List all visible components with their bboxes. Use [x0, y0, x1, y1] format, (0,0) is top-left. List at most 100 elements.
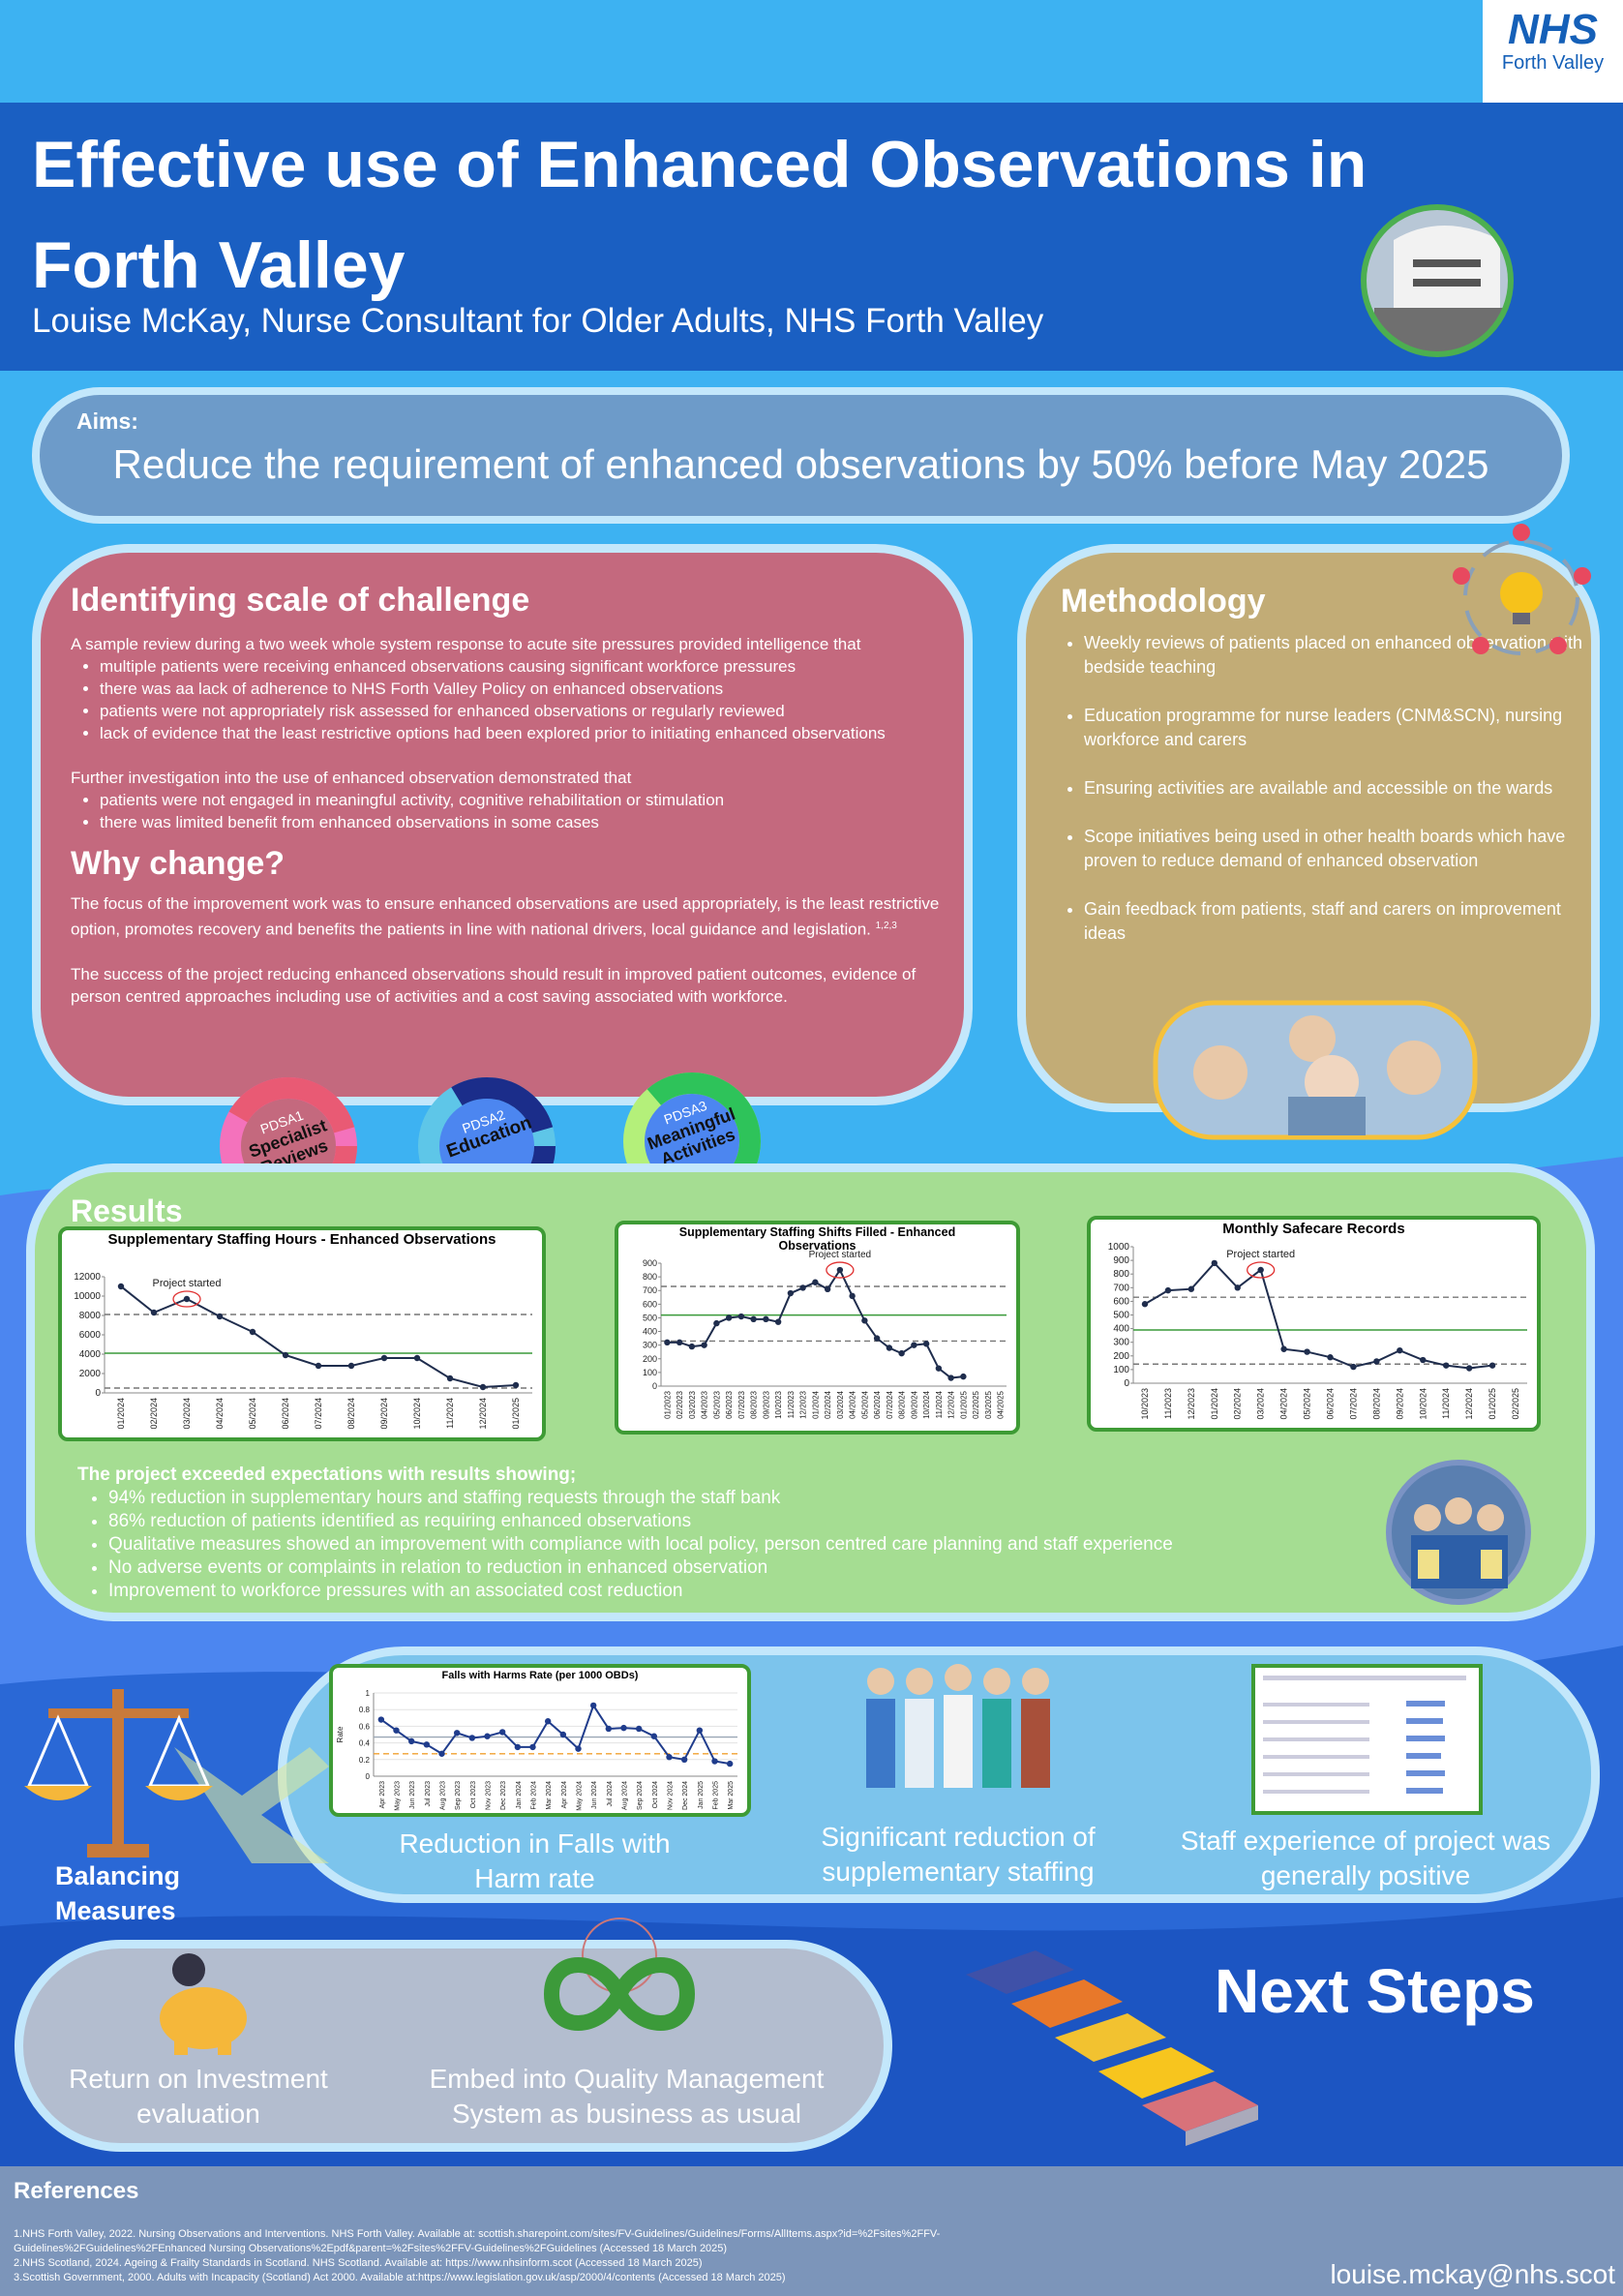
x-tick-label: 05/2024	[248, 1398, 257, 1430]
y-tick-label: 500	[643, 1313, 657, 1322]
decoration	[1305, 1055, 1359, 1109]
results-summary: The project exceeded expectations with r…	[77, 1464, 1384, 1603]
data-point	[1187, 1285, 1195, 1292]
decoration	[1387, 1041, 1441, 1095]
section-title: Methodology	[1061, 583, 1266, 619]
reference: 3.Scottish Government, 2000. Adults with…	[14, 2272, 786, 2283]
data-point	[849, 1292, 856, 1300]
logo: NHS Forth Valley	[1483, 0, 1623, 103]
plot: 0 0.2 0.4 0.6 0.8 1 Rate Apr 2023 May 2023 Jun 20…	[336, 1689, 737, 1811]
data-point	[711, 1758, 718, 1765]
x-tick-label: 07/2024	[1348, 1388, 1358, 1420]
next-steps-panel	[15, 1940, 892, 2152]
bullet: there was aa lack of adherence to NHS Fo…	[100, 678, 943, 700]
decoration	[1021, 1699, 1050, 1788]
x-tick-label: 03/2024	[836, 1390, 845, 1418]
data-point	[1141, 1301, 1149, 1308]
y-tick-label: 100	[1113, 1365, 1129, 1375]
y-tick-label: 0.2	[359, 1756, 371, 1765]
decoration	[867, 1668, 894, 1695]
x-tick-label: Dec 2024	[682, 1781, 689, 1810]
x-tick-label: Oct 2024	[652, 1781, 659, 1809]
data-point	[861, 1317, 868, 1324]
decoration	[112, 1689, 124, 1849]
data-point	[737, 1313, 745, 1320]
bullet: Scope initiatives being used in other he…	[1084, 825, 1587, 873]
data-point	[512, 1381, 520, 1389]
decoration	[48, 1708, 189, 1718]
x-tick-label: 03/2025	[984, 1390, 993, 1418]
decoration	[1406, 1701, 1445, 1707]
x-tick-label: Jan 2024	[516, 1781, 523, 1809]
decoration	[0, 103, 1623, 371]
infinity-icon	[543, 1918, 696, 2031]
decoration	[1263, 1737, 1369, 1741]
references-title: References	[14, 2178, 139, 2204]
annotation: Project started	[153, 1278, 222, 1289]
data-point	[282, 1351, 289, 1359]
decoration	[1406, 1753, 1441, 1759]
x-tick-label: 01/2024	[116, 1398, 126, 1430]
data-point	[696, 1727, 704, 1734]
data-point	[812, 1279, 819, 1285]
decoration	[1263, 1720, 1369, 1724]
data-point	[1327, 1354, 1334, 1361]
annotation-circle	[826, 1261, 855, 1279]
data-point	[898, 1349, 905, 1357]
hospital-photo	[1361, 204, 1514, 357]
bullet: there was limited benefit from enhanced …	[100, 811, 943, 833]
data-point	[680, 1756, 688, 1763]
data-point	[1488, 1362, 1496, 1369]
section-title: Identifying scale of challenge	[71, 582, 530, 619]
data-point	[688, 1343, 696, 1350]
logo-mark: NHS	[1508, 6, 1598, 53]
data-point	[249, 1328, 256, 1336]
x-tick-label: 01/2024	[811, 1390, 820, 1418]
decoration	[1263, 1676, 1466, 1680]
decoration	[174, 1747, 329, 1863]
data-point	[377, 1716, 385, 1723]
bullet: patients were not engaged in meaningful …	[100, 789, 943, 811]
balancing-caption: Staff experience of project was generall…	[1180, 1826, 1551, 1890]
data-point	[787, 1289, 795, 1297]
y-tick-label: 0	[1124, 1378, 1129, 1389]
data-point	[1280, 1345, 1287, 1352]
data-point	[1397, 1346, 1403, 1354]
data-point	[666, 1754, 673, 1761]
y-tick-label: 0	[366, 1772, 371, 1781]
decoration	[1413, 259, 1481, 267]
x-tick-label: Jun 2023	[409, 1781, 416, 1809]
data-point	[453, 1730, 461, 1737]
y-tick-label: 500	[1113, 1311, 1129, 1321]
x-tick-label: Sep 2023	[455, 1781, 462, 1810]
decoration	[906, 1668, 933, 1695]
decoration	[1406, 1718, 1443, 1724]
y-tick-label: 0	[652, 1381, 657, 1391]
decoration	[0, 0, 1623, 103]
decoration	[1263, 1772, 1369, 1776]
x-tick-label: 02/2024	[1233, 1388, 1243, 1420]
x-tick-label: 08/2024	[898, 1390, 907, 1418]
x-tick-label: Mar 2024	[546, 1781, 553, 1810]
x-tick-label: Jul 2024	[607, 1781, 614, 1807]
data-point	[763, 1315, 769, 1323]
y-tick-label: 200	[643, 1354, 657, 1364]
decoration	[1364, 207, 1511, 354]
balancing-title: Balancing Measures	[55, 1861, 181, 1925]
decoration	[1513, 524, 1530, 541]
decoration	[1288, 1097, 1366, 1135]
chart-title: Supplementary Staffing Hours - Enhanced …	[107, 1231, 496, 1248]
x-tick-label: Feb 2024	[531, 1781, 538, 1810]
piggy-icon	[160, 1953, 247, 2055]
y-tick-label: 12000	[74, 1272, 101, 1283]
y-tick-label: 600	[643, 1299, 657, 1309]
data-line	[1144, 1261, 1493, 1370]
section-title: Why change?	[71, 845, 286, 882]
y-tick-label: 2000	[79, 1369, 102, 1379]
x-tick-label: 02/2023	[676, 1390, 684, 1418]
y-tick-label: 0	[95, 1388, 101, 1399]
logo-text: Forth Valley	[1501, 52, 1605, 74]
decoration	[1263, 1703, 1369, 1707]
y-tick-label: 8000	[79, 1311, 102, 1321]
